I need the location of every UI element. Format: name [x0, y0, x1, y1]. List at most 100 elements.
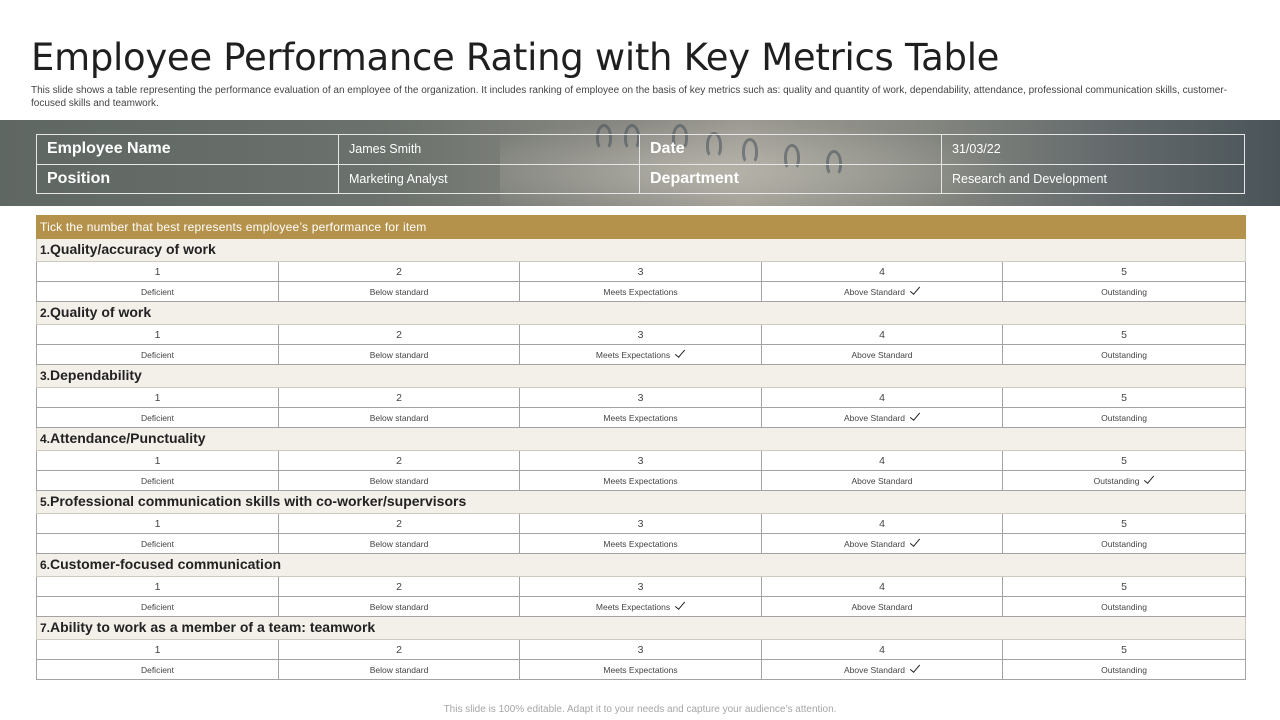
rating-number-cell[interactable]: 5 [1001, 324, 1247, 345]
rating-number-cell[interactable]: 4 [761, 261, 1003, 282]
rating-label-row: Deficient Below standard Meets Expectation… [36, 470, 1247, 491]
rating-number-cell[interactable]: 1 [36, 576, 279, 597]
slide-title: Employee Performance Rating with Key Met… [31, 36, 1000, 79]
rating-label-cell[interactable]: Below standard [278, 407, 520, 428]
rating-number-cell[interactable]: 1 [36, 324, 279, 345]
rating-label-cell[interactable]: Deficient [36, 596, 279, 617]
rating-number-cell[interactable]: 3 [519, 450, 762, 471]
rating-label-cell[interactable]: Meets Expectations [519, 533, 762, 554]
rating-number-cell[interactable]: 2 [278, 576, 520, 597]
rating-number-cell[interactable]: 1 [36, 387, 279, 408]
slide-subtitle: This slide shows a table representing th… [31, 85, 1228, 109]
rating-number-cell[interactable]: 3 [519, 261, 762, 282]
rating-number-cell[interactable]: 3 [519, 513, 762, 534]
rating-number-cell[interactable]: 3 [519, 324, 762, 345]
rating-label-cell[interactable]: Deficient [36, 659, 279, 680]
rating-number-cell[interactable]: 5 [1001, 513, 1247, 534]
rating-label-cell[interactable]: Outstanding [1001, 281, 1247, 302]
rating-label-cell[interactable]: Deficient [36, 281, 279, 302]
rating-label-cell[interactable]: Deficient [36, 407, 279, 428]
rating-number-cell[interactable]: 2 [278, 324, 520, 345]
rating-table: Tick the number that best represents emp… [35, 215, 1247, 680]
metric-label: Ability to work as a member of a team: t… [50, 619, 376, 635]
rating-label-cell[interactable]: Meets Expectations [519, 596, 762, 617]
rating-label-text: Below standard [369, 412, 429, 423]
rating-label-cell[interactable]: Meets Expectations [519, 470, 762, 491]
rating-number-cell[interactable]: 3 [519, 639, 762, 660]
rating-label-cell[interactable]: Outstanding [1001, 596, 1247, 617]
checkmark-icon [674, 346, 686, 358]
rating-number-cell[interactable]: 4 [761, 639, 1003, 660]
metric-category-row: 2.Quality of work [35, 301, 1247, 325]
rating-label-text: Above Standard [844, 538, 905, 549]
metric-title: 3.Dependability [35, 364, 1247, 388]
rating-label-cell[interactable]: Above Standard [761, 281, 1003, 302]
metric-number: 1. [40, 243, 51, 257]
rating-number-cell[interactable]: 1 [36, 450, 279, 471]
rating-label-cell[interactable]: Below standard [278, 344, 520, 365]
rating-number-cell[interactable]: 1 [36, 261, 279, 282]
employee-info-row: Employee Name James Smith Date 31/03/22 [36, 134, 1245, 165]
rating-label-cell[interactable]: Below standard [278, 533, 520, 554]
rating-number-cell[interactable]: 4 [761, 576, 1003, 597]
rating-label-cell[interactable]: Below standard [278, 596, 520, 617]
metric-number: 2. [40, 306, 51, 320]
rating-number-cell[interactable]: 3 [519, 387, 762, 408]
rating-label-cell[interactable]: Below standard [278, 470, 520, 491]
rating-label-cell[interactable]: Above Standard [761, 659, 1003, 680]
rating-label-row: Deficient Below standard Meets Expectation… [36, 659, 1247, 680]
rating-label-cell[interactable]: Above Standard [761, 470, 1003, 491]
rating-number-cell[interactable]: 1 [36, 513, 279, 534]
rating-label-cell[interactable]: Meets Expectations [519, 407, 762, 428]
rating-label-text: Meets Expectations [603, 538, 678, 549]
rating-label-cell[interactable]: Above Standard [761, 596, 1003, 617]
rating-label-cell[interactable]: Meets Expectations [519, 659, 762, 680]
date-value: 31/03/22 [941, 134, 1245, 165]
rating-label-cell[interactable]: Meets Expectations [519, 281, 762, 302]
metric-title: 5.Professional communication skills with… [35, 490, 1247, 514]
rating-number-cell[interactable]: 1 [36, 639, 279, 660]
rating-number-cell[interactable]: 5 [1001, 387, 1247, 408]
rating-number-cell[interactable]: 2 [278, 513, 520, 534]
rating-number-cell[interactable]: 4 [761, 450, 1003, 471]
rating-label-cell[interactable]: Outstanding [1001, 344, 1247, 365]
rating-label-cell[interactable]: Outstanding [1001, 533, 1247, 554]
rating-label-text: Above Standard [844, 286, 905, 297]
rating-label-cell[interactable]: Below standard [278, 281, 520, 302]
rating-number-cell[interactable]: 4 [761, 387, 1003, 408]
rating-label-cell[interactable]: Below standard [278, 659, 520, 680]
rating-label-cell[interactable]: Outstanding [1001, 470, 1247, 491]
rating-number-cell[interactable]: 2 [278, 387, 520, 408]
rating-label-text: Above Standard [851, 349, 913, 360]
metric-label: Professional communication skills with c… [50, 493, 467, 509]
rating-label-text: Above Standard [851, 601, 913, 612]
rating-label-cell[interactable]: Above Standard [761, 344, 1003, 365]
rating-number-cell[interactable]: 5 [1001, 639, 1247, 660]
rating-number-cell[interactable]: 5 [1001, 576, 1247, 597]
checkmark-icon [674, 598, 686, 610]
rating-label-cell[interactable]: Outstanding [1001, 407, 1247, 428]
metric-label: Attendance/Punctuality [50, 430, 206, 446]
rating-number-cell[interactable]: 4 [761, 513, 1003, 534]
rating-label-cell[interactable]: Above Standard [761, 533, 1003, 554]
rating-number-cell[interactable]: 5 [1001, 261, 1247, 282]
rating-number-cell[interactable]: 5 [1001, 450, 1247, 471]
rating-label-text: Deficient [140, 664, 175, 675]
rating-number-cell[interactable]: 2 [278, 639, 520, 660]
rating-label-text: Above Standard [851, 475, 913, 486]
rating-number-cell[interactable]: 2 [278, 261, 520, 282]
rating-label-cell[interactable]: Meets Expectations [519, 344, 762, 365]
department-label: Department [639, 163, 942, 194]
rating-number-cell[interactable]: 3 [519, 576, 762, 597]
rating-number-cell[interactable]: 4 [761, 324, 1003, 345]
metric-category-row: 4.Attendance/Punctuality [35, 427, 1247, 451]
rating-label-text: Meets Expectations [603, 286, 678, 297]
metric-title: 7.Ability to work as a member of a team:… [35, 616, 1247, 640]
rating-label-cell[interactable]: Above Standard [761, 407, 1003, 428]
rating-label-cell[interactable]: Outstanding [1001, 659, 1247, 680]
rating-label-cell[interactable]: Deficient [36, 470, 279, 491]
rating-label-cell[interactable]: Deficient [36, 344, 279, 365]
rating-label-cell[interactable]: Deficient [36, 533, 279, 554]
rating-label-text: Meets Expectations [603, 412, 678, 423]
rating-number-cell[interactable]: 2 [278, 450, 520, 471]
